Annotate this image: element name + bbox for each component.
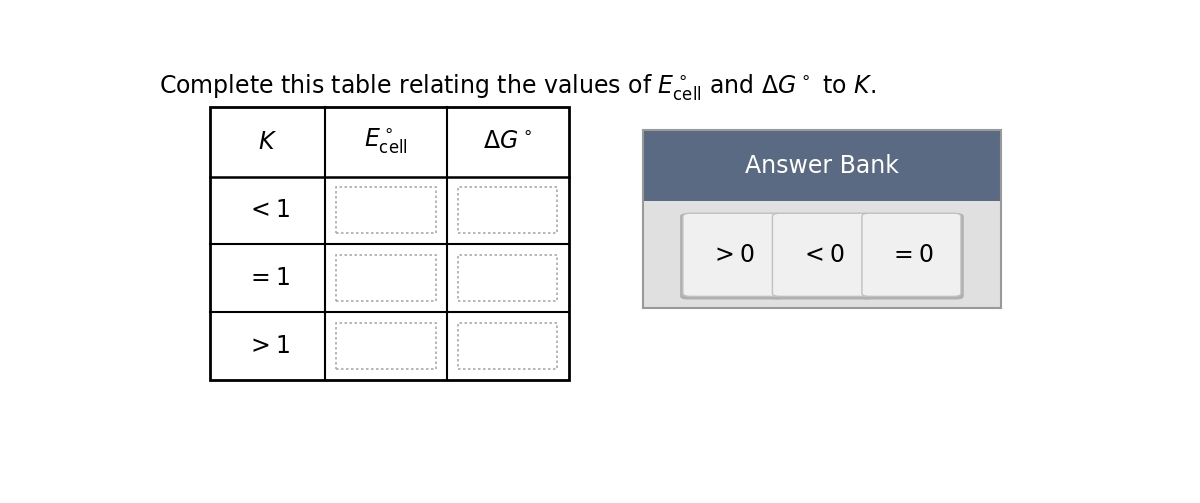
FancyBboxPatch shape — [859, 213, 964, 299]
Text: $= 1$: $= 1$ — [246, 266, 289, 290]
Text: $K$: $K$ — [258, 130, 277, 154]
Bar — [336, 255, 436, 301]
Bar — [336, 188, 436, 233]
Text: $\Delta G^\circ$: $\Delta G^\circ$ — [484, 130, 533, 154]
Text: $= 0$: $= 0$ — [889, 243, 934, 267]
Text: $< 0$: $< 0$ — [799, 243, 844, 267]
Text: $> 1$: $> 1$ — [246, 334, 289, 358]
Text: Complete this table relating the values of $E^\circ_{\mathrm{cell}}$ and $\Delta: Complete this table relating the values … — [160, 72, 876, 102]
Bar — [458, 255, 557, 301]
Bar — [643, 130, 1001, 308]
Bar — [643, 130, 1001, 201]
Text: $> 0$: $> 0$ — [710, 243, 755, 267]
Text: Answer Bank: Answer Bank — [745, 154, 899, 178]
FancyBboxPatch shape — [769, 213, 875, 299]
Bar — [643, 201, 1001, 308]
Text: $E^\circ_{\mathrm{cell}}$: $E^\circ_{\mathrm{cell}}$ — [364, 127, 408, 156]
Bar — [210, 107, 569, 380]
Bar — [458, 323, 557, 369]
Bar — [336, 323, 436, 369]
FancyBboxPatch shape — [862, 213, 961, 296]
Text: $< 1$: $< 1$ — [246, 199, 289, 222]
FancyBboxPatch shape — [773, 213, 871, 296]
FancyBboxPatch shape — [683, 213, 782, 296]
FancyBboxPatch shape — [680, 213, 785, 299]
Bar — [458, 188, 557, 233]
